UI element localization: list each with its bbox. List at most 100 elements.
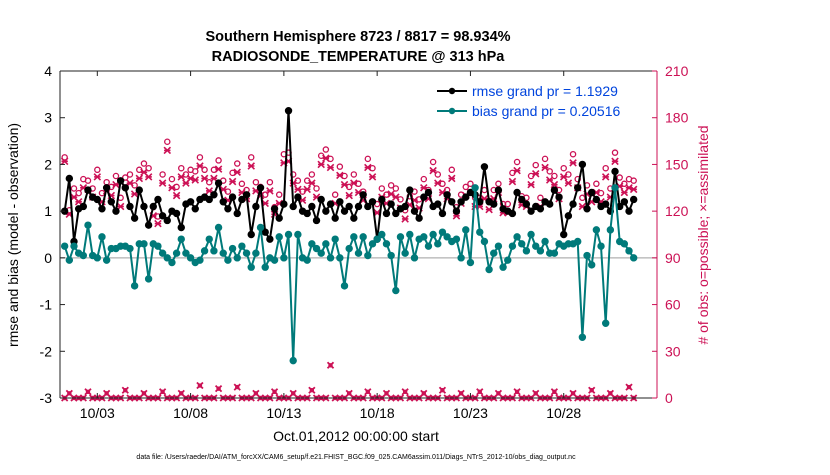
bias-point — [457, 254, 465, 262]
y-right-tick-label: 0 — [665, 390, 673, 406]
y-tick-label: 2 — [44, 156, 52, 172]
rmse-point — [112, 207, 120, 215]
rmse-point — [448, 198, 456, 206]
rmse-point — [331, 214, 339, 222]
rmse-point — [186, 198, 195, 206]
bias-point — [317, 249, 325, 257]
obs-low-marker — [588, 386, 596, 394]
y-tick-label: -2 — [40, 343, 53, 359]
bias-point — [261, 263, 269, 271]
obs-possible-marker — [308, 171, 316, 178]
bias-point — [140, 240, 148, 248]
bias-point — [443, 233, 451, 241]
obs-assimilated-marker — [527, 180, 535, 189]
obs-possible-marker — [126, 171, 134, 178]
obs-assimilated-marker — [326, 163, 335, 172]
bias-point — [480, 237, 489, 246]
rmse-point — [620, 198, 629, 206]
bias-point — [214, 223, 223, 232]
obs-assimilated-marker — [392, 193, 400, 201]
footer-datafile: data file: /Users/raeder/DAI/ATM_forcXX/… — [136, 454, 576, 461]
obs-possible-marker — [112, 172, 120, 180]
bias-point — [252, 249, 260, 257]
rmse-point — [457, 198, 465, 206]
rmse-point — [242, 191, 251, 199]
rmse-point — [322, 207, 330, 215]
obs-low-marker — [233, 383, 241, 391]
bias-point — [126, 244, 134, 253]
bias-point — [70, 242, 78, 250]
obs-assimilated-marker — [629, 185, 638, 194]
obs-possible-marker — [560, 164, 567, 172]
rmse-point — [508, 209, 517, 218]
bias-point — [200, 247, 209, 255]
x-tick-label: 10/23 — [453, 405, 488, 421]
bias-point — [452, 235, 461, 243]
legend-marker-0 — [448, 87, 456, 95]
rmse-point — [135, 186, 143, 194]
rmse-point — [443, 191, 451, 199]
bias-point — [177, 235, 185, 243]
bias-point — [340, 282, 349, 290]
obs-possible-marker — [140, 160, 148, 167]
bias-point — [522, 247, 531, 255]
bias-point — [578, 333, 587, 341]
bias-point — [597, 242, 605, 250]
rmse-point — [462, 193, 470, 201]
rmse-point — [583, 205, 591, 213]
bias-point — [462, 226, 470, 234]
rmse-point — [126, 202, 134, 211]
bias-point — [368, 240, 377, 248]
obs-possible-marker — [192, 168, 199, 175]
legend: rmse grand pr = 1.1929 bias grand pr = 0.… — [437, 83, 620, 119]
rmse-point — [546, 200, 554, 208]
obs-low-marker — [401, 388, 409, 396]
bias-point — [592, 226, 601, 234]
obs-possible-marker — [364, 155, 372, 163]
plot-area — [60, 71, 657, 398]
bias-point — [247, 263, 255, 271]
bias-point — [219, 249, 227, 257]
rmse-point — [177, 223, 185, 232]
obs-assimilated-marker — [513, 166, 521, 175]
obs-assimilated-marker — [345, 191, 353, 200]
bias-point — [364, 251, 372, 260]
obs-assimilated-marker — [322, 154, 330, 162]
obs-possible-marker — [173, 183, 180, 191]
rmse-point — [578, 160, 587, 169]
rmse-point — [611, 167, 619, 176]
obs-low-marker — [84, 388, 92, 396]
obs-assimilated-marker — [429, 166, 437, 175]
obs-possible-marker — [61, 154, 68, 161]
x-tick-label: 10/18 — [360, 405, 395, 421]
obs-possible-marker — [611, 149, 619, 156]
obs-low-marker — [308, 386, 316, 394]
bias-point — [280, 254, 288, 262]
rmse-point — [354, 202, 363, 211]
rmse-point — [266, 235, 274, 243]
rmse-point — [406, 186, 414, 194]
obs-possible-marker — [252, 178, 260, 186]
obs-possible-marker — [537, 194, 544, 202]
rmse-point — [527, 207, 535, 215]
obs-low-marker — [513, 388, 521, 396]
obs-assimilated-marker — [550, 180, 559, 189]
obs-assimilated-marker — [531, 170, 540, 178]
y-right-tick-label: 120 — [665, 203, 689, 219]
bias-point — [205, 235, 213, 243]
y-tick-label: -1 — [40, 297, 53, 313]
rmse-point — [326, 200, 335, 208]
bias-point — [336, 254, 344, 262]
obs-possible-marker — [569, 150, 577, 158]
rmse-point — [130, 214, 139, 222]
rmse-point — [284, 107, 293, 115]
obs-possible-marker — [266, 178, 274, 186]
bias-point — [527, 230, 535, 239]
rmse-point — [359, 191, 367, 199]
bias-point — [625, 247, 633, 255]
obs-low-marker — [476, 388, 484, 396]
obs-possible-marker — [462, 183, 470, 191]
bias-point — [424, 242, 433, 250]
bias-point — [438, 228, 447, 236]
rmse-point — [364, 202, 372, 211]
